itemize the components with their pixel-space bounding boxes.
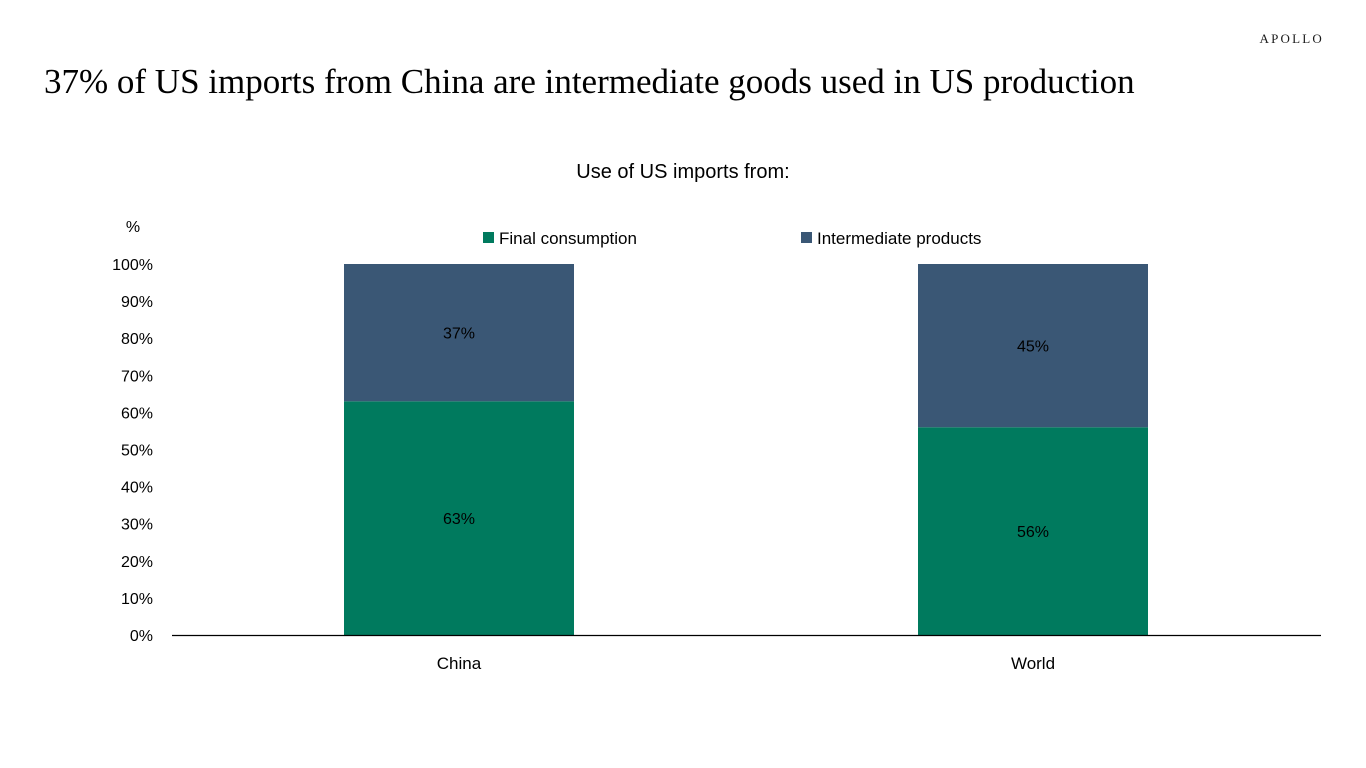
- y-tick-label: 100%: [112, 257, 153, 274]
- legend-label: Intermediate products: [817, 229, 981, 248]
- legend: Final consumption Intermediate products: [483, 229, 981, 248]
- page-title: 37% of US imports from China are interme…: [44, 62, 1135, 101]
- y-tick-label: 80%: [121, 331, 153, 348]
- y-axis: 0% 10% 20% 30% 40% 50% 60% 70% 80% 90% 100%: [112, 257, 153, 645]
- x-axis: China World: [437, 654, 1055, 673]
- data-labels: 63% 37% 56% 45%: [443, 326, 1049, 541]
- y-tick-label: 30%: [121, 517, 153, 534]
- brand-logo: APOLLO: [1259, 31, 1324, 46]
- y-tick-label: 0%: [130, 628, 153, 645]
- data-label-china-final-consumption: 63%: [443, 511, 475, 528]
- bars: [344, 264, 1148, 635]
- y-tick-label: 10%: [121, 591, 153, 608]
- y-tick-label: 20%: [121, 554, 153, 571]
- y-axis-unit-label: %: [126, 219, 140, 236]
- legend-swatch: [483, 232, 494, 243]
- x-tick-label: China: [437, 654, 482, 673]
- chart-title: Use of US imports from:: [576, 161, 789, 183]
- bar-world-final-consumption: [918, 427, 1148, 635]
- legend-swatch: [801, 232, 812, 243]
- data-label-world-final-consumption: 56%: [1017, 524, 1049, 541]
- y-tick-label: 70%: [121, 368, 153, 385]
- x-tick-label: World: [1011, 654, 1055, 673]
- data-label-china-intermediate-products: 37%: [443, 326, 475, 343]
- bar-china-final-consumption: [344, 401, 574, 635]
- legend-label: Final consumption: [499, 229, 637, 248]
- y-tick-label: 50%: [121, 443, 153, 460]
- bar-world-intermediate-products: [918, 264, 1148, 428]
- data-label-world-intermediate-products: 45%: [1017, 339, 1049, 356]
- y-tick-label: 90%: [121, 294, 153, 311]
- y-tick-label: 60%: [121, 405, 153, 422]
- y-tick-label: 40%: [121, 480, 153, 497]
- bar-china-intermediate-products: [344, 264, 574, 402]
